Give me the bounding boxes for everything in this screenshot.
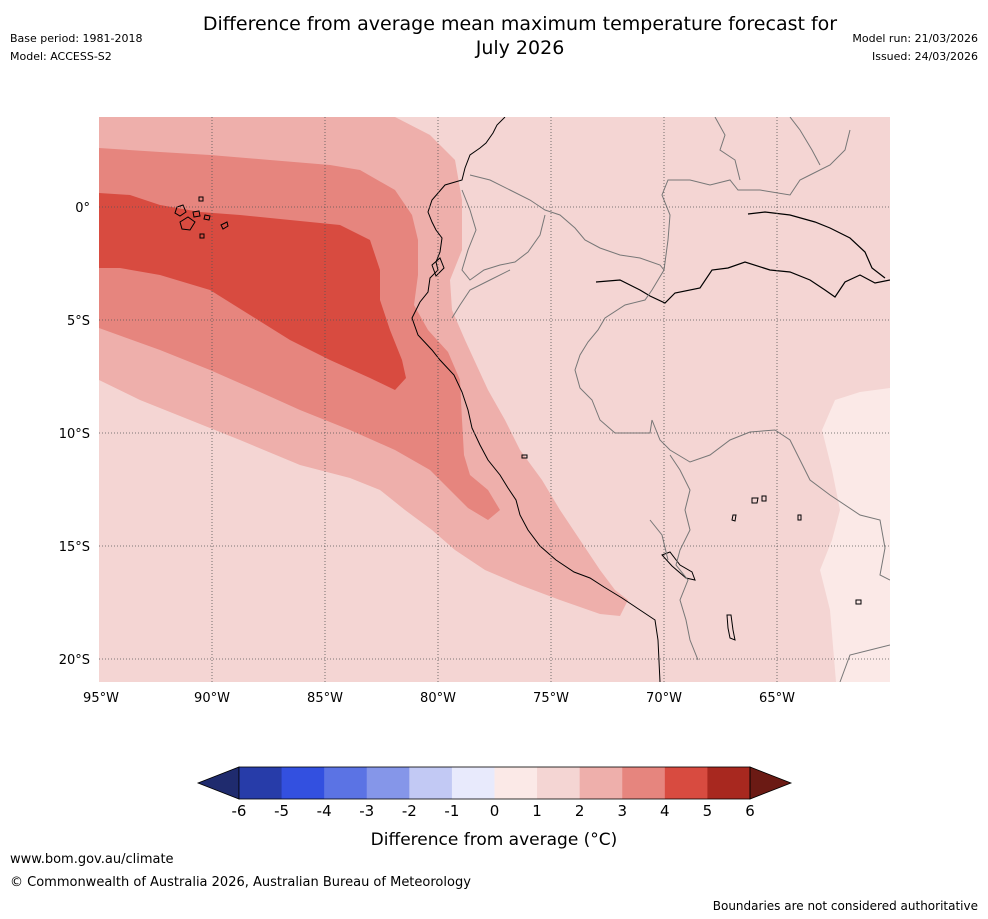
colorbar-segment: [366, 767, 410, 799]
colorbar-title: Difference from average (°C): [371, 830, 618, 850]
colorbar-segment: [409, 767, 453, 799]
colorbar-segment: [494, 767, 538, 799]
zone-anomaly-4-5: [99, 193, 406, 390]
model-name: Model: ACCESS-S2: [10, 50, 112, 63]
footer-url: www.bom.gov.au/climate: [10, 852, 174, 867]
colorbar-segment: [537, 767, 581, 799]
galapagos-islands: [174, 196, 229, 239]
colorbar-segment: [324, 767, 368, 799]
latitude-labels: 0° 5°S 10°S 15°S 20°S: [59, 201, 90, 668]
title-line-2: July 2026: [475, 37, 565, 59]
amazon-river: [595, 261, 890, 304]
lat-label: 10°S: [59, 427, 90, 442]
colorbar-tick-label: 4: [660, 802, 670, 820]
colorbar-tick-label: -4: [317, 802, 332, 820]
colorbar-segment: [707, 767, 751, 799]
issued-date: Issued: 24/03/2026: [871, 50, 978, 63]
zone-anomaly-0-1: [820, 388, 890, 682]
title-line-1: Difference from average mean maximum tem…: [202, 13, 838, 35]
footer-copyright: © Commonwealth of Australia 2026, Austra…: [10, 875, 471, 890]
colorbar-over-arrow: [749, 766, 793, 800]
lon-label: 90°W: [194, 691, 230, 706]
negro-river: [747, 211, 886, 279]
base-period: Base period: 1981-2018: [10, 32, 143, 45]
coastline-gulf: [431, 257, 445, 277]
colorbar-segment: [622, 767, 666, 799]
colorbar-segment: [664, 767, 708, 799]
lake-titicaca: [661, 551, 696, 581]
colorbar-tick-label: 3: [617, 802, 627, 820]
colorbar-tick-label: 5: [703, 802, 713, 820]
lon-label: 65°W: [759, 691, 795, 706]
footer-disclaimer: Boundaries are not considered authoritat…: [712, 899, 978, 913]
lon-label: 95°W: [83, 691, 119, 706]
colorbar-segment: [281, 767, 325, 799]
model-run: Model run: 21/03/2026: [852, 32, 978, 45]
colorbar-segment: [579, 767, 623, 799]
country-borders: [451, 117, 890, 682]
colorbar-tick-label: 6: [745, 802, 755, 820]
colorbar-tick-label: 2: [575, 802, 585, 820]
colorbar-tick-label: -5: [274, 802, 289, 820]
colorbar-tick-label: 0: [490, 802, 500, 820]
colorbar-tick-label: -2: [402, 802, 417, 820]
colorbar: -6 -5 -4 -3 -2 -1 0 1 2 3 4 5 6 Difference from aver…: [196, 766, 793, 850]
lon-label: 75°W: [533, 691, 569, 706]
small-lakes: [521, 454, 862, 641]
meta-right: Model run: 21/03/2026 Issued: 24/03/2026: [852, 30, 978, 66]
map-title: Difference from average mean maximum tem…: [170, 12, 870, 60]
colorbar-tick-label: -6: [232, 802, 247, 820]
colorbar-segment: [239, 767, 283, 799]
colorbar-tick-label: -1: [444, 802, 459, 820]
colorbar-segment: [451, 767, 495, 799]
lon-label: 80°W: [420, 691, 456, 706]
longitude-labels: 95°W 90°W 85°W 80°W 75°W 70°W 65°W: [83, 691, 795, 706]
lon-label: 70°W: [646, 691, 682, 706]
lat-label: 5°S: [67, 314, 90, 329]
lat-label: 15°S: [59, 540, 90, 555]
colorbar-under-arrow: [196, 766, 240, 800]
colorbar-tick-label: -3: [359, 802, 374, 820]
colorbar-frame: [238, 766, 751, 800]
lat-label: 0°: [75, 201, 90, 216]
coastline: [411, 117, 661, 682]
colorbar-ticks: -6 -5 -4 -3 -2 -1 0 1 2 3 4 5 6: [232, 802, 755, 820]
map-area: [99, 117, 890, 682]
gridlines: [99, 117, 890, 682]
lat-label: 20°S: [59, 653, 90, 668]
colorbar-segments: [239, 767, 751, 799]
colorbar-tick-label: 1: [532, 802, 542, 820]
lon-label: 85°W: [307, 691, 343, 706]
meta-left: Base period: 1981-2018 Model: ACCESS-S2: [10, 30, 142, 66]
